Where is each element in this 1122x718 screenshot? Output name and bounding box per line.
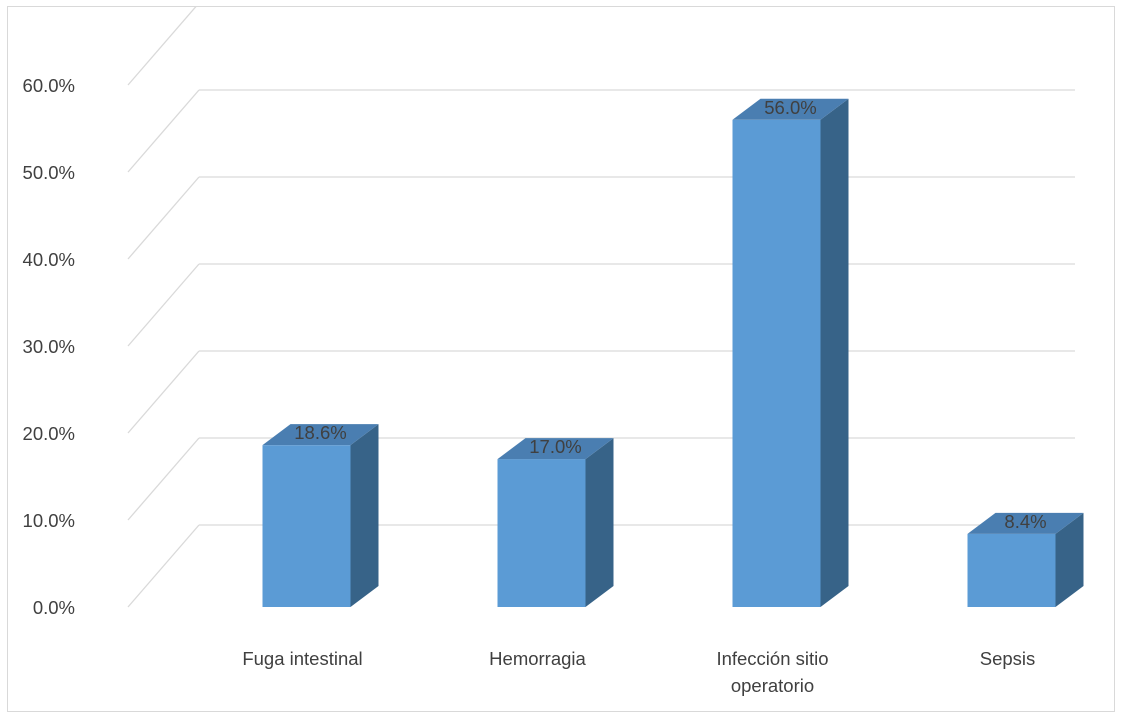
y-tick-label: 30.0% (23, 336, 75, 357)
y-tick-label: 60.0% (23, 75, 75, 96)
data-label: 56.0% (764, 97, 816, 118)
y-tick-label: 50.0% (23, 162, 75, 183)
data-labels: 18.6% 17.0% 56.0% 8.4% (294, 97, 1046, 532)
gridline (127, 89, 1075, 173)
x-tick-label: Sepsis (980, 648, 1036, 669)
gridline (127, 263, 1075, 347)
bar (732, 98, 849, 608)
data-label: 8.4% (1004, 511, 1046, 532)
chart-area: 0.0% 10.0% 20.0% 30.0% 40.0% 50.0% 60.0% 18.6%… (7, 6, 1115, 712)
x-axis-category-labels: Fuga intestinal Hemorragia Infección sitio… (242, 648, 1035, 696)
gridline (127, 350, 1075, 434)
data-label: 18.6% (294, 422, 346, 443)
bar (262, 424, 379, 607)
gridline (127, 7, 197, 86)
y-tick-label: 10.0% (23, 510, 75, 531)
bar-chart: 0.0% 10.0% 20.0% 30.0% 40.0% 50.0% 60.0% 18.6%… (23, 7, 1084, 696)
y-tick-label: 0.0% (33, 597, 75, 618)
data-label: 17.0% (529, 436, 581, 457)
y-tick-label: 40.0% (23, 249, 75, 270)
bar (967, 512, 1084, 607)
gridline (127, 176, 1075, 260)
x-tick-label: Hemorragia (489, 648, 586, 669)
y-axis-tick-labels: 0.0% 10.0% 20.0% 30.0% 40.0% 50.0% 60.0% (23, 75, 75, 618)
y-tick-label: 20.0% (23, 423, 75, 444)
bar (497, 438, 614, 607)
x-tick-label: Fuga intestinal (242, 648, 362, 669)
bars (262, 98, 1084, 608)
x-tick-label: Infección sitio operatorio (716, 648, 828, 696)
